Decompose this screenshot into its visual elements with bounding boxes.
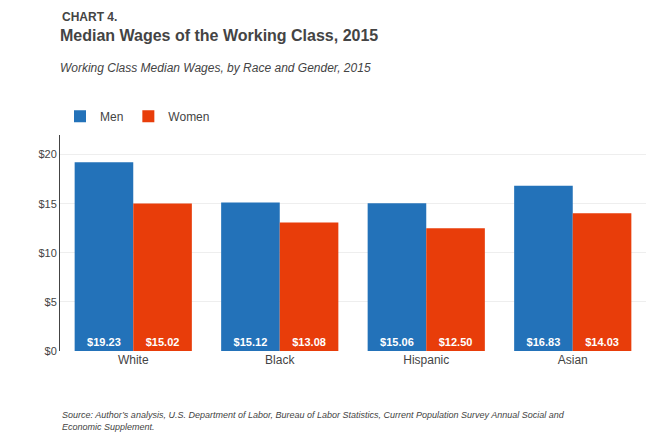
svg-text:Black: Black	[265, 353, 295, 367]
svg-text:Asian: Asian	[558, 353, 588, 367]
svg-text:$15.12: $15.12	[234, 336, 268, 348]
svg-text:$14.03: $14.03	[585, 336, 619, 348]
svg-text:$15.06: $15.06	[380, 336, 414, 348]
svg-text:$12.50: $12.50	[439, 336, 473, 348]
svg-text:$10: $10	[38, 247, 56, 259]
svg-text:$19.23: $19.23	[87, 336, 121, 348]
svg-text:CHART 4.: CHART 4.	[62, 10, 117, 24]
svg-text:$16.83: $16.83	[527, 336, 561, 348]
svg-text:Median Wages of the Working Cl: Median Wages of the Working Class, 2015	[60, 27, 378, 44]
svg-text:$5: $5	[45, 296, 57, 308]
svg-text:$13.08: $13.08	[292, 336, 326, 348]
svg-text:Hispanic: Hispanic	[403, 353, 449, 367]
svg-text:Source: Author’s analysis, U.S: Source: Author’s analysis, U.S. Departme…	[62, 410, 565, 432]
svg-text:White: White	[118, 353, 149, 367]
svg-text:$15: $15	[38, 198, 56, 210]
svg-text:$20: $20	[38, 148, 56, 160]
svg-text:Working Class Median Wages, by: Working Class Median Wages, by Race and …	[60, 61, 371, 75]
svg-text:$15.02: $15.02	[146, 336, 180, 348]
svg-text:$0: $0	[45, 345, 57, 357]
svg-text:Women: Women	[168, 110, 209, 124]
svg-text:Men: Men	[100, 110, 123, 124]
